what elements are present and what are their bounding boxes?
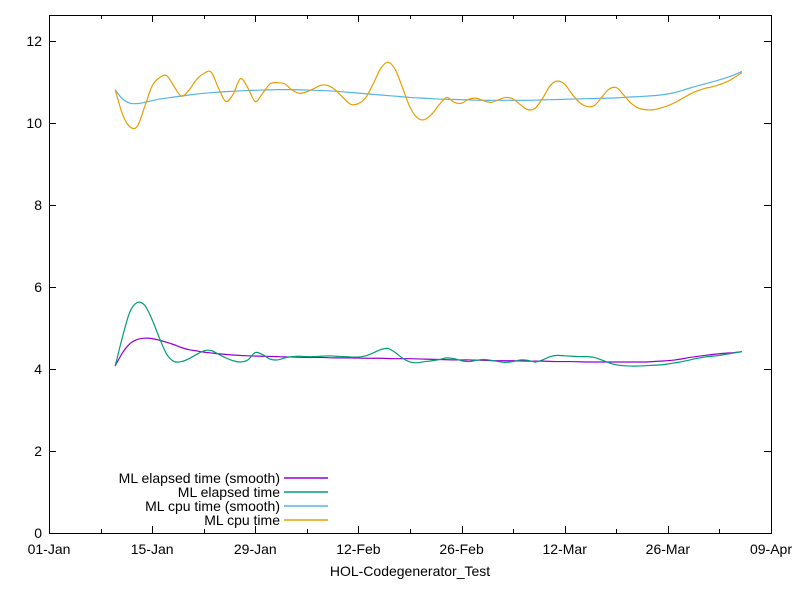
- x-axis-title: HOL-Codegenerator_Test: [329, 563, 491, 579]
- x-tick-label: 26-Mar: [645, 541, 691, 557]
- x-tick-label: 15-Jan: [130, 541, 174, 557]
- y-tick-label: 6: [34, 278, 42, 295]
- y-tick-label: 2: [34, 442, 42, 459]
- legend-label-ml-cpu-time: ML cpu time: [204, 512, 280, 528]
- x-tick-label: 29-Jan: [233, 541, 277, 557]
- plot-border: [49, 15, 772, 534]
- y-tick-label: 8: [34, 196, 42, 213]
- x-tick-label: 12-Mar: [542, 541, 587, 557]
- y-tick-label: 10: [26, 114, 42, 131]
- legend-label-ml-elapsed-time: ML elapsed time: [177, 484, 280, 500]
- y-tick-label: 12: [26, 32, 42, 49]
- x-tick-label: 12-Feb: [336, 541, 381, 557]
- legend-label-ml-elapsed-time-smooth: ML elapsed time (smooth): [118, 470, 280, 486]
- series-line-ml-cpu-time-smooth: [114, 71, 743, 105]
- tick-marks: [49, 15, 772, 534]
- x-tick-label: 26-Feb: [439, 541, 484, 557]
- series-line-ml-elapsed-time-smooth: [114, 337, 743, 367]
- x-tick-label: 01-Jan: [27, 541, 71, 557]
- series-line-ml-cpu-time: [114, 61, 743, 130]
- y-tick-label: 0: [34, 525, 42, 541]
- legend-label-ml-cpu-time-smooth: ML cpu time (smooth): [145, 498, 280, 514]
- series-line-ml-elapsed-time: [114, 301, 743, 367]
- x-tick-label: 09-Apr: [749, 541, 793, 557]
- y-tick-label: 4: [34, 360, 42, 377]
